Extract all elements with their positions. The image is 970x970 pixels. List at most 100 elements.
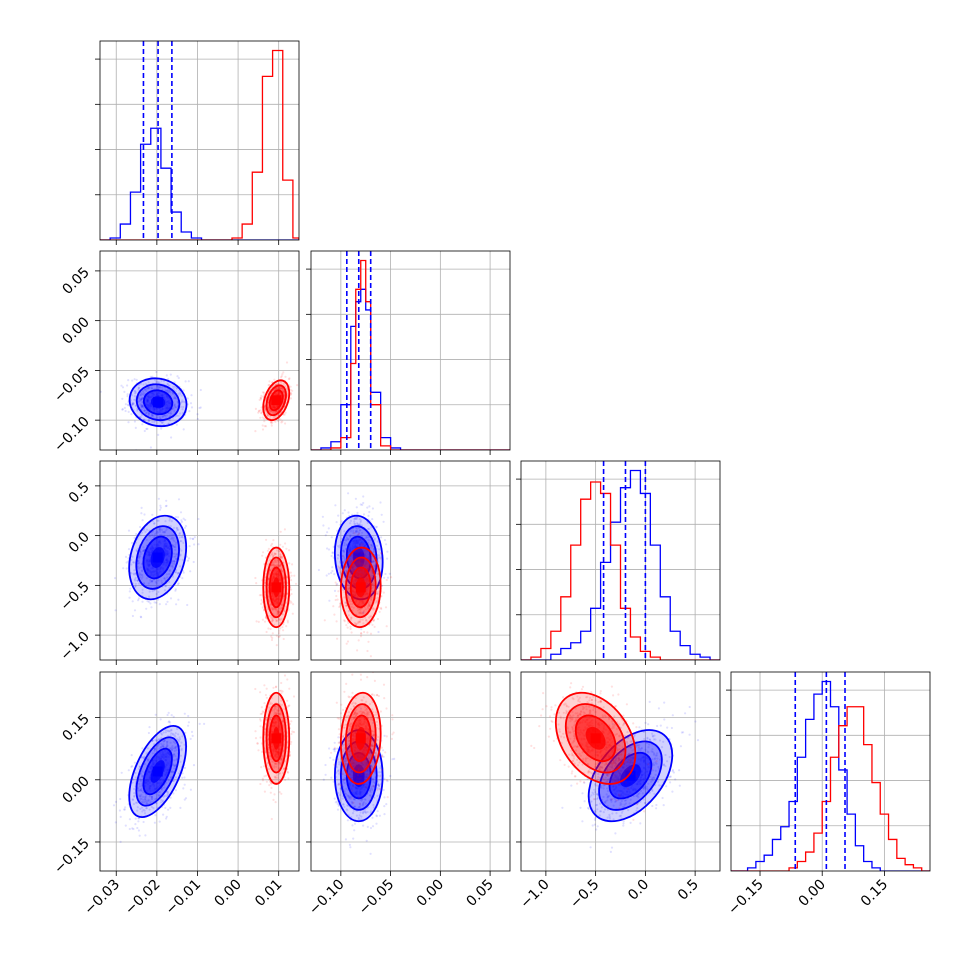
scatter-point (159, 801, 163, 804)
scatter-point (147, 600, 150, 604)
scatter-point (283, 610, 287, 613)
scatter-point (290, 601, 293, 604)
scatter-point (363, 630, 366, 634)
scatter-point (142, 791, 145, 794)
scatter-point (134, 823, 137, 826)
scatter-point (370, 543, 373, 547)
density-contour (135, 525, 180, 590)
scatter-point (372, 619, 376, 622)
scatter-point (278, 611, 281, 614)
scatter-point (180, 749, 183, 752)
density-peak (152, 766, 163, 777)
scatter-point (277, 387, 281, 390)
scatter-point (296, 384, 299, 387)
scatter-point (276, 564, 279, 567)
scatter-point (359, 610, 362, 613)
scatter-point (121, 397, 124, 400)
scatter-point (131, 827, 134, 830)
scatter-point (355, 506, 358, 509)
scatter-point (168, 720, 171, 723)
scatter-point (129, 587, 132, 590)
scatter-point (379, 556, 382, 559)
scatter-point (364, 537, 367, 540)
scatter-point (171, 575, 174, 578)
scatter-point (274, 762, 277, 766)
scatter-point (141, 787, 144, 790)
scatter-point (352, 569, 355, 572)
scatter-point (280, 662, 282, 664)
scatter-point (137, 582, 141, 585)
scatter-point (151, 375, 154, 378)
scatter-point (160, 533, 163, 537)
scatter-point (257, 409, 260, 412)
y-tick-label: −0.05 (51, 364, 93, 406)
scatter-point (143, 513, 146, 516)
scatter-point (145, 427, 148, 430)
scatter-point (182, 389, 185, 392)
scatter-point (166, 713, 169, 717)
scatter-point (174, 571, 178, 574)
scatter-point (123, 390, 126, 393)
scatter-point (338, 544, 342, 547)
scatter-point (131, 614, 134, 618)
scatter-point (370, 555, 373, 558)
scatter-point (288, 753, 292, 756)
scatter-point (160, 528, 164, 532)
density-contour (265, 384, 287, 417)
scatter-point (257, 411, 260, 414)
scatter-point (141, 806, 144, 809)
scatter-point (140, 774, 144, 777)
scatter-point (146, 758, 149, 761)
scatter-point (279, 619, 282, 622)
scatter-point (145, 411, 148, 415)
scatter-point (174, 397, 178, 400)
scatter-point (173, 734, 176, 737)
x-tick-label: 0.00 (796, 877, 829, 910)
scatter-point (156, 385, 159, 388)
scatter-point (271, 421, 274, 424)
scatter-point (140, 577, 143, 580)
scatter-point (280, 617, 283, 621)
scatter-point (181, 399, 184, 402)
scatter-point (362, 513, 366, 516)
scatter-point (279, 555, 282, 558)
scatter-point (139, 566, 142, 569)
scatter-point (176, 572, 179, 575)
scatter-point (170, 776, 173, 779)
scatter-point (343, 558, 347, 561)
scatter-point (174, 755, 177, 758)
scatter-point (290, 574, 293, 577)
scatter-point (345, 624, 348, 627)
scatter-point (173, 396, 176, 399)
scatter-point (145, 538, 148, 542)
scatter-point (168, 580, 171, 584)
scatter-point (169, 806, 172, 810)
scatter-point (270, 424, 273, 427)
scatter-point (368, 553, 371, 556)
scatter-point (368, 603, 371, 607)
scatter-point (164, 806, 167, 810)
scatter-point (192, 560, 195, 564)
scatter-point (137, 597, 140, 600)
scatter-point (354, 497, 357, 500)
scatter-point (344, 566, 347, 569)
scatter-point (385, 625, 388, 628)
scatter-point (339, 571, 342, 574)
scatter-point (160, 788, 163, 791)
scatter-point (139, 573, 142, 576)
scatter-point (366, 631, 369, 634)
scatter-point (158, 417, 162, 420)
scatter-point (134, 404, 137, 407)
scatter-point (136, 562, 139, 565)
scatter-point (172, 385, 175, 388)
scatter-point (281, 389, 284, 392)
scatter-point (127, 548, 131, 551)
scatter-point (287, 777, 290, 780)
scatter-point (179, 553, 182, 556)
scatter-point (187, 714, 190, 718)
scatter-point (346, 551, 349, 555)
scatter-point (363, 538, 366, 542)
scatter-point (272, 554, 275, 557)
scatter-point (374, 569, 377, 572)
scatter-point (281, 387, 284, 390)
